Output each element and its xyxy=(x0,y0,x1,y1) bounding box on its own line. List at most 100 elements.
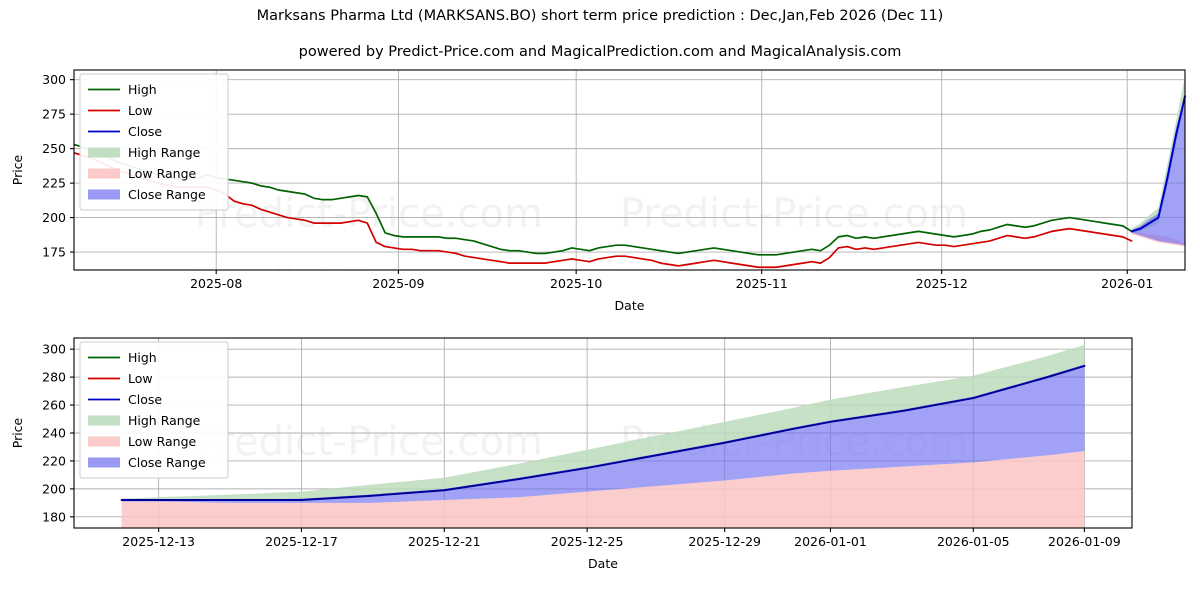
watermark-text: Predict-Price.com xyxy=(195,419,543,465)
watermark-text: Predict-Price.com xyxy=(620,191,968,237)
y-tick-label: 240 xyxy=(42,426,66,441)
series-line-close xyxy=(1130,95,1186,233)
legend-item-low-range[interactable]: Low Range xyxy=(88,434,197,449)
legend-item-high-range[interactable]: High Range xyxy=(88,413,201,428)
overview-chart-svg: Predict-Price.comPredict-Price.comPredic… xyxy=(0,62,1200,318)
legend-item-close[interactable]: Close xyxy=(88,392,162,407)
forecast-detail-chart-panel: Predict-Price.comPredict-Price.com180200… xyxy=(0,330,1200,592)
legend-swatch-patch xyxy=(88,436,120,447)
legend-label: Close xyxy=(128,392,162,407)
gridlines xyxy=(74,70,1185,270)
legend-label: Low Range xyxy=(128,166,197,181)
legend-item-close-range[interactable]: Close Range xyxy=(88,455,206,470)
legend-item-high-range[interactable]: High Range xyxy=(88,145,201,160)
x-tick-label: 2025-11 xyxy=(736,276,788,291)
y-tick-label: 250 xyxy=(42,141,66,156)
legend-label: Close xyxy=(128,124,162,139)
legend-label: Low xyxy=(128,103,153,118)
legend-label: Close Range xyxy=(128,455,206,470)
y-tick-label: 300 xyxy=(42,72,66,87)
legend-label: High Range xyxy=(128,413,201,428)
x-tick-label: 2025-09 xyxy=(372,276,424,291)
overview-chart-panel: Predict-Price.comPredict-Price.comPredic… xyxy=(0,62,1200,318)
y-tick-label: 200 xyxy=(42,210,66,225)
x-tick-label: 2026-01-05 xyxy=(937,534,1010,549)
legend-item-high[interactable]: High xyxy=(88,82,157,97)
y-axis-label: Price xyxy=(10,417,25,448)
legend-label: Low xyxy=(128,371,153,386)
legend-item-low-range[interactable]: Low Range xyxy=(88,166,197,181)
page-subtitle: powered by Predict-Price.com and Magical… xyxy=(298,44,902,60)
x-tick-label: 2026-01 xyxy=(1101,276,1153,291)
legend-label: Low Range xyxy=(128,434,197,449)
plot-frame xyxy=(73,69,1186,271)
x-tick-label: 2025-12-29 xyxy=(688,534,761,549)
x-tick-label: 2025-12-13 xyxy=(122,534,195,549)
y-axis: 180 200 220 240 260 280 300 xyxy=(42,342,74,524)
legend-item-low[interactable]: Low xyxy=(88,371,153,386)
clip-bottom xyxy=(0,529,1200,592)
x-tick-label: 2025-10 xyxy=(550,276,602,291)
legend-swatch-patch xyxy=(88,189,120,200)
y-tick-label: 300 xyxy=(42,342,66,357)
x-axis-label: Date xyxy=(588,556,618,571)
clip-bottom xyxy=(0,271,1200,318)
y-tick-label: 280 xyxy=(42,370,66,385)
legend-item-close[interactable]: Close xyxy=(88,124,162,139)
legend-item-low[interactable]: Low xyxy=(88,103,153,118)
x-axis: 2025-12-13 2025-12-17 2025-12-21 2025-12-25… xyxy=(122,528,1121,549)
y-axis-label: Price xyxy=(10,154,25,185)
series-lines xyxy=(73,95,1186,269)
legend-label: Close Range xyxy=(128,187,206,202)
y-axis: 175 200 225 250 275 300 xyxy=(42,72,74,260)
chart-legend: High Low Close High Range Low Range Close Ran… xyxy=(79,341,229,479)
series-line-close xyxy=(120,364,1086,502)
x-axis-label: Date xyxy=(615,298,645,313)
legend-swatch-patch xyxy=(88,457,120,468)
clip-left xyxy=(0,330,74,592)
y-tick-label: 175 xyxy=(42,245,66,260)
forecast-detail-chart-svg: Predict-Price.comPredict-Price.com180200… xyxy=(0,330,1200,592)
clip-top xyxy=(0,330,1200,338)
y-tick-label: 260 xyxy=(42,398,66,413)
page-title: Marksans Pharma Ltd (MARKSANS.BO) short … xyxy=(256,8,944,24)
legend-label: High xyxy=(128,350,157,365)
x-tick-label: 2025-08 xyxy=(190,276,242,291)
legend-swatch-patch xyxy=(88,147,120,158)
band-low-range xyxy=(121,451,1085,528)
clip-left xyxy=(0,62,74,318)
x-axis: 2025-08 2025-09 2025-10 2025-11 2025-12 2026-… xyxy=(190,270,1153,291)
x-tick-label: 2025-12-17 xyxy=(265,534,338,549)
chart-legend: High Low Close High Range Low Range Close Ran… xyxy=(79,73,229,211)
band-close-range xyxy=(1131,96,1185,246)
series-lines xyxy=(120,364,1086,502)
x-tick-label: 2025-12 xyxy=(916,276,968,291)
clip-right xyxy=(1186,62,1200,318)
y-tick-label: 225 xyxy=(42,176,66,191)
x-tick-label: 2025-12-25 xyxy=(551,534,624,549)
x-tick-label: 2026-01-09 xyxy=(1048,534,1121,549)
series-line-low xyxy=(73,151,1133,269)
legend-swatch-patch xyxy=(88,415,120,426)
clip-top xyxy=(0,62,1200,70)
legend-label: High Range xyxy=(128,145,201,160)
x-tick-label: 2025-12-21 xyxy=(408,534,481,549)
range-bands xyxy=(121,344,1085,528)
y-tick-label: 180 xyxy=(42,509,66,524)
y-tick-label: 220 xyxy=(42,453,66,468)
band-close-range xyxy=(121,364,1085,503)
plot-clip xyxy=(0,62,1200,318)
y-tick-label: 275 xyxy=(42,107,66,122)
y-tick-label: 200 xyxy=(42,481,66,496)
plot-clip xyxy=(0,330,1200,592)
clip-right xyxy=(1133,330,1200,592)
legend-label: High xyxy=(128,82,157,97)
legend-swatch-patch xyxy=(88,168,120,179)
watermark-text: Predict-Price.com xyxy=(195,191,543,237)
x-tick-label: 2026-01-01 xyxy=(794,534,867,549)
legend-item-close-range[interactable]: Close Range xyxy=(88,187,206,202)
range-bands xyxy=(1131,75,1185,247)
legend-item-high[interactable]: High xyxy=(88,350,157,365)
series-line-high xyxy=(73,143,1133,256)
